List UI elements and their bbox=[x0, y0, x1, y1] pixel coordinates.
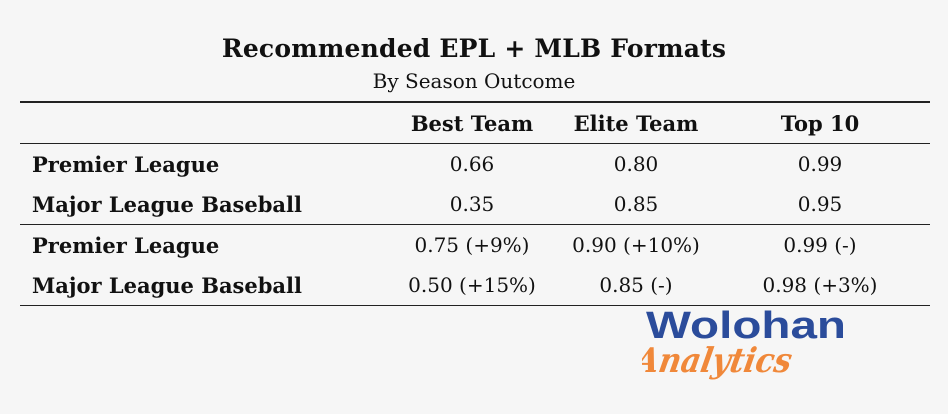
results-table: Best Team Elite Team Top 10 Premier Leag… bbox=[20, 101, 930, 306]
wolohan-analytics-logo: Wolohan Analytics bbox=[642, 305, 846, 381]
column-header-best-team: Best Team bbox=[410, 110, 534, 136]
row-label: Premier League bbox=[32, 232, 220, 258]
cell-value: 0.99 bbox=[797, 152, 843, 176]
cell-value: 0.50 (+15%) bbox=[408, 273, 536, 297]
cell-value: 0.80 bbox=[613, 152, 659, 176]
column-header-empty bbox=[20, 102, 382, 144]
logo-wordmark-top: Wolohan bbox=[646, 305, 846, 347]
cell-value: 0.90 (+10%) bbox=[572, 233, 700, 257]
table-subtitle: By Season Outcome bbox=[372, 69, 576, 93]
cell-value: 0.66 bbox=[449, 152, 495, 176]
cell-value: 0.99 (-) bbox=[783, 233, 857, 257]
row-label: Premier League bbox=[32, 151, 220, 177]
cell-value: 0.85 bbox=[613, 192, 659, 216]
table-row: Premier League 0.75 (+9%) 0.90 (+10%) 0.… bbox=[20, 225, 930, 266]
table-title: Recommended EPL + MLB Formats bbox=[221, 34, 727, 63]
cell-value: 0.75 (+9%) bbox=[414, 233, 530, 257]
row-label: Major League Baseball bbox=[32, 191, 302, 217]
row-label: Major League Baseball bbox=[32, 272, 302, 298]
table-row: Premier League 0.66 0.80 0.99 bbox=[20, 144, 930, 185]
column-header-elite-team: Elite Team bbox=[573, 110, 699, 136]
cell-value: 0.85 (-) bbox=[599, 273, 673, 297]
cell-value: 0.35 bbox=[449, 192, 495, 216]
cell-value: 0.95 bbox=[797, 192, 843, 216]
header-row: Best Team Elite Team Top 10 bbox=[20, 102, 930, 144]
logo-wordmark-bottom: Analytics bbox=[642, 341, 795, 381]
column-header-top-10: Top 10 bbox=[780, 110, 860, 136]
table-row: Major League Baseball 0.35 0.85 0.95 bbox=[20, 184, 930, 225]
table-row: Major League Baseball 0.50 (+15%) 0.85 (… bbox=[20, 265, 930, 306]
cell-value: 0.98 (+3%) bbox=[762, 273, 878, 297]
